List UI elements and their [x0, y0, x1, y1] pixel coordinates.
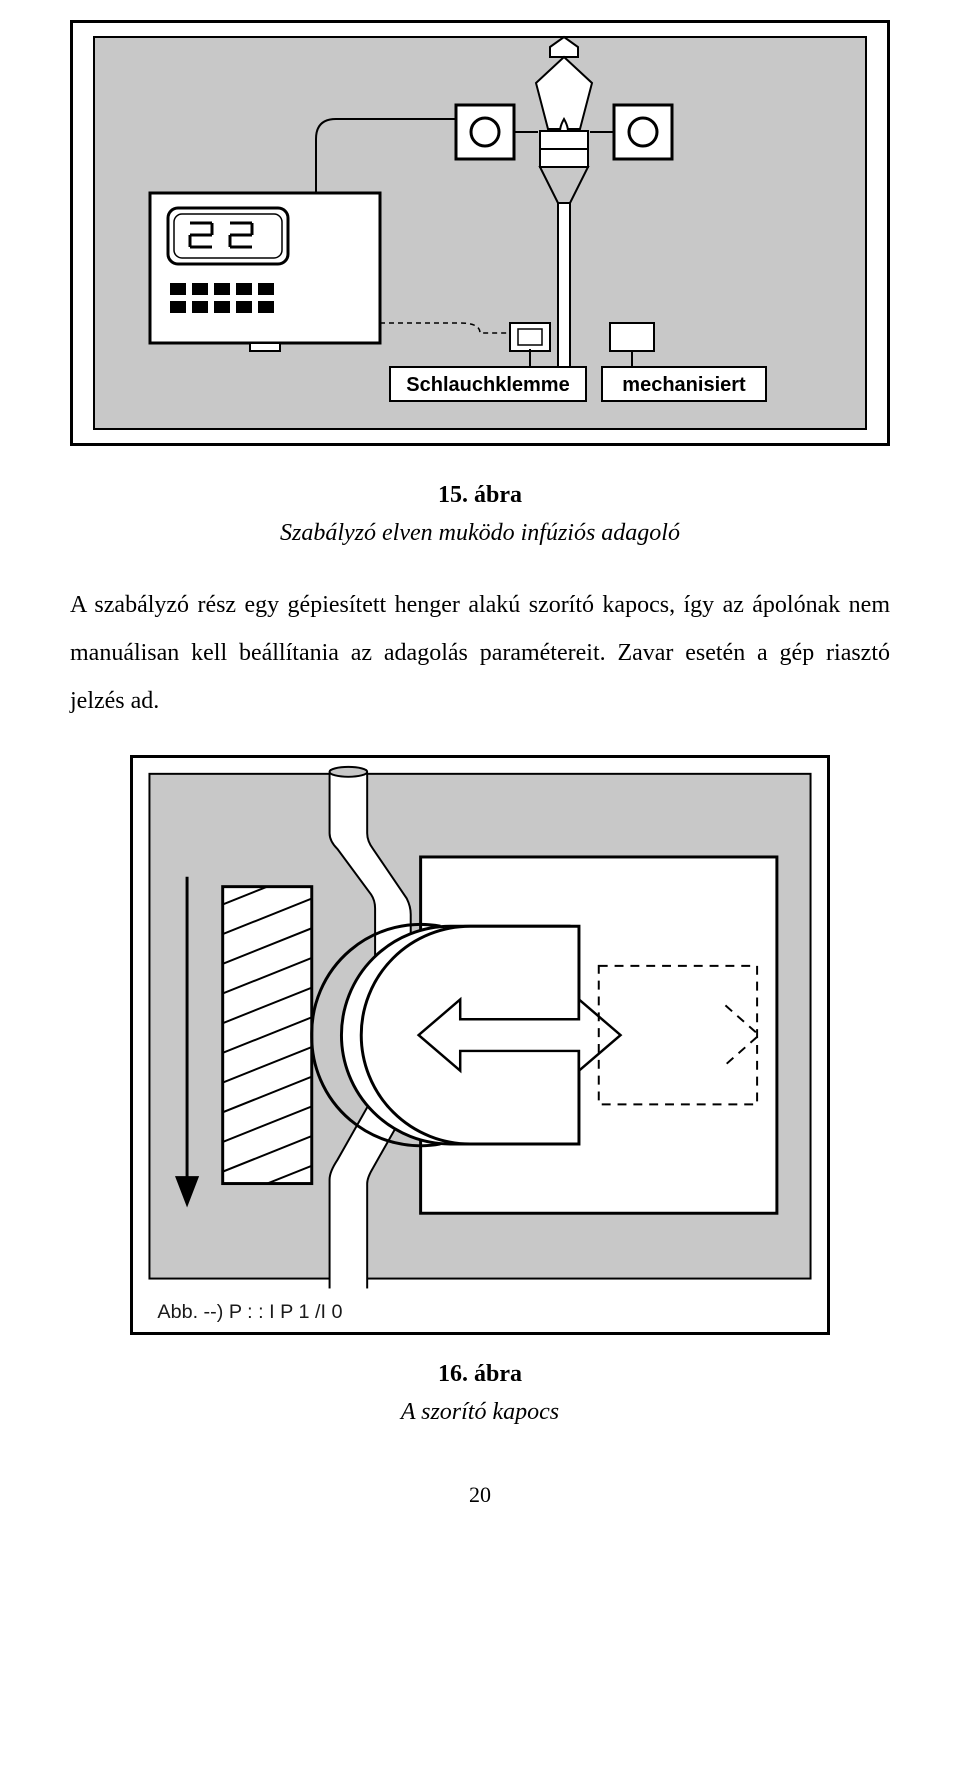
- figure-15-frame: Schlauchklemme mechanisiert: [70, 20, 890, 446]
- figure-15-caption: 15. ábra Szabályzó elven muködo infúziós…: [70, 476, 890, 553]
- body-paragraph: A szabályzó rész egy gépiesített henger …: [70, 581, 890, 725]
- controller-box: [150, 193, 380, 351]
- figure-16-svg: Abb. --) P : : I P 1 /I 0: [133, 758, 827, 1332]
- figure-15-title: Szabályzó elven muködo infúziós adagoló: [70, 514, 890, 552]
- figure-16-number: 16. ábra: [70, 1355, 890, 1393]
- svg-text:Schlauchklemme: Schlauchklemme: [406, 374, 569, 396]
- figure-15-number: 15. ábra: [70, 476, 890, 514]
- figure-16-frame: Abb. --) P : : I P 1 /I 0: [130, 755, 830, 1335]
- figure-16-footer-text: Abb. --) P : : I P 1 /I 0: [157, 1301, 342, 1323]
- figure-16-caption: 16. ábra A szorító kapocs: [70, 1355, 890, 1432]
- svg-text:mechanisiert: mechanisiert: [622, 374, 746, 396]
- page-number: 20: [0, 1482, 960, 1508]
- figure-15-svg: Schlauchklemme mechanisiert: [73, 23, 887, 443]
- figure-16-title: A szorító kapocs: [70, 1393, 890, 1431]
- page: Schlauchklemme mechanisiert 15. ábra Sza…: [0, 20, 960, 1548]
